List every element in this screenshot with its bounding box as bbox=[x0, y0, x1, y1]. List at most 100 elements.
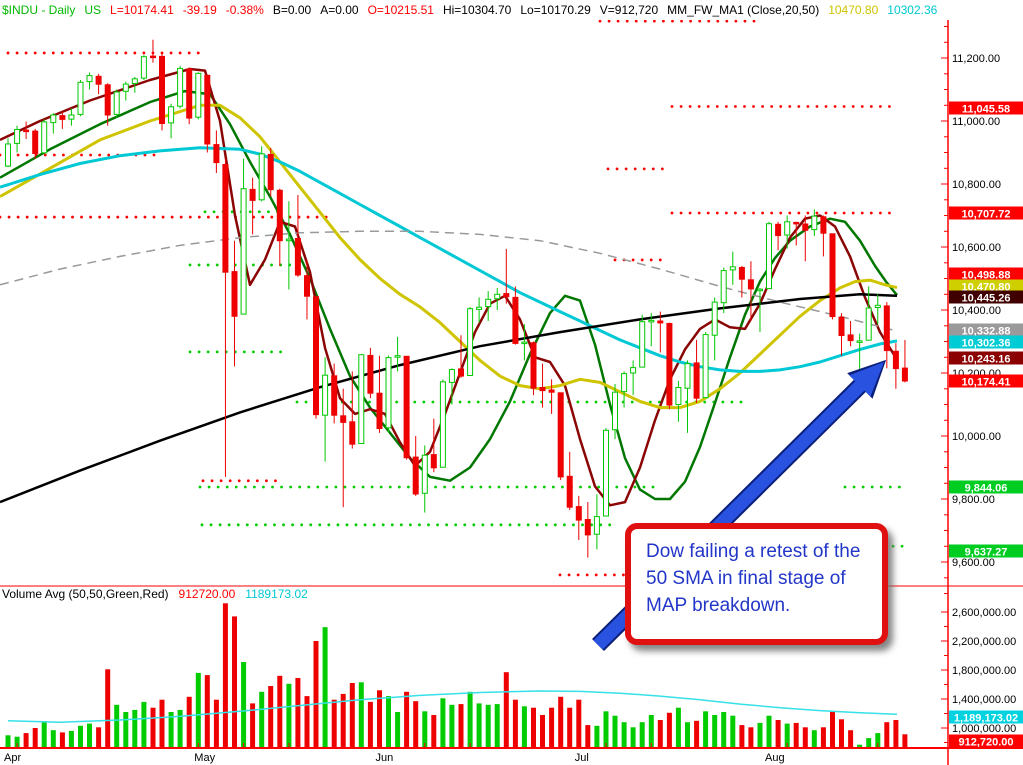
volume-bar bbox=[494, 704, 500, 747]
dotted-level-marker bbox=[273, 523, 276, 527]
dotted-level-marker bbox=[824, 211, 828, 215]
candle-body bbox=[376, 392, 383, 430]
candle-body bbox=[313, 296, 319, 416]
price-axis-tick-label: 9,800.00 bbox=[952, 494, 995, 506]
dotted-level-marker bbox=[607, 20, 611, 23]
dotted-level-marker bbox=[513, 400, 516, 404]
candle-body bbox=[593, 516, 600, 535]
badge-bg bbox=[949, 480, 1023, 494]
dotted-level-marker bbox=[245, 523, 249, 527]
candle-body bbox=[86, 75, 93, 83]
dotted-level-marker bbox=[454, 523, 458, 527]
dotted-level-marker bbox=[225, 485, 229, 489]
dotted-level-marker bbox=[243, 485, 247, 489]
month-label: May bbox=[194, 752, 215, 764]
volume-bar bbox=[431, 715, 437, 747]
dotted-level-marker bbox=[261, 350, 264, 354]
volume-bar bbox=[277, 675, 283, 747]
badge-bg bbox=[949, 351, 1023, 365]
volume-bar bbox=[857, 744, 863, 747]
dotted-level-marker bbox=[354, 523, 358, 527]
badge-value: 10,302.36 bbox=[962, 338, 1011, 350]
dotted-level-marker bbox=[381, 523, 385, 527]
dotted-level-marker bbox=[279, 350, 282, 354]
ma-line bbox=[0, 146, 898, 373]
dotted-level-marker bbox=[624, 167, 628, 171]
candle-body bbox=[847, 334, 854, 342]
volume-axis-tick-label: 1,400,000.00 bbox=[952, 694, 1016, 706]
candle-body bbox=[331, 375, 338, 416]
dotted-level-marker bbox=[788, 105, 792, 108]
candle-body bbox=[639, 321, 646, 368]
dotted-level-marker bbox=[470, 485, 474, 489]
dotted-level-marker bbox=[806, 211, 810, 215]
dotted-level-marker bbox=[406, 485, 410, 489]
dotted-level-marker bbox=[697, 105, 701, 108]
annotation-line: Dow failing a retest of the bbox=[646, 541, 861, 562]
volume-bar bbox=[286, 683, 292, 747]
dotted-level-marker bbox=[254, 523, 258, 527]
candle-body bbox=[204, 74, 211, 145]
annotation-note-box[interactable]: Dow failing a retest of the 50 SMA in fi… bbox=[625, 523, 888, 645]
axis-price-badge: 10,498.88 bbox=[949, 267, 1023, 282]
dotted-level-marker bbox=[688, 105, 692, 108]
dotted-level-marker bbox=[16, 153, 20, 157]
dotted-level-marker bbox=[116, 215, 120, 219]
volume-bar bbox=[232, 616, 237, 747]
dotted-level-marker bbox=[852, 485, 856, 489]
dotted-level-marker bbox=[888, 485, 892, 489]
dotted-level-marker bbox=[106, 51, 110, 55]
volume-bar bbox=[639, 722, 645, 747]
candle-body bbox=[684, 363, 691, 389]
dotted-level-marker bbox=[533, 485, 537, 489]
dotted-level-marker bbox=[327, 523, 331, 527]
dotted-level-marker bbox=[551, 485, 555, 489]
dotted-level-marker bbox=[379, 485, 383, 489]
dotted-level-marker bbox=[309, 523, 313, 527]
dotted-level-marker bbox=[227, 523, 231, 527]
dotted-level-marker bbox=[62, 153, 65, 157]
volume-avg-line bbox=[7, 690, 898, 723]
volume-bar bbox=[512, 699, 518, 747]
dotted-level-marker bbox=[752, 20, 756, 23]
dotted-level-marker bbox=[152, 153, 156, 157]
candle-body bbox=[195, 72, 202, 118]
dotted-level-marker bbox=[761, 211, 764, 215]
dotted-level-marker bbox=[89, 215, 92, 219]
header-segment: L=10174.41 bbox=[110, 3, 174, 17]
dotted-level-marker bbox=[143, 215, 147, 219]
axis-price-badge: 9,844.06 bbox=[949, 480, 1023, 495]
dotted-level-marker bbox=[535, 523, 539, 527]
dotted-level-marker bbox=[488, 485, 492, 489]
candle-body bbox=[349, 421, 356, 445]
axis-price-badge: 10,243.16 bbox=[949, 351, 1023, 366]
dotted-level-marker bbox=[725, 20, 729, 23]
dotted-level-marker bbox=[613, 258, 617, 262]
dotted-level-marker bbox=[336, 523, 340, 527]
candle-body bbox=[113, 91, 120, 115]
dotted-level-marker bbox=[716, 20, 720, 23]
volume-bar bbox=[739, 725, 745, 747]
volume-bar bbox=[657, 720, 663, 747]
dotted-level-marker bbox=[888, 211, 891, 215]
dotted-level-marker bbox=[363, 523, 367, 527]
volume-bar bbox=[567, 707, 573, 747]
dotted-level-marker bbox=[196, 51, 200, 55]
dotted-level-marker bbox=[634, 20, 638, 23]
volume-bar bbox=[23, 733, 29, 747]
volume-bar bbox=[884, 722, 890, 747]
volume-bar bbox=[721, 712, 727, 747]
dotted-level-marker bbox=[660, 167, 664, 171]
dotted-level-marker bbox=[558, 573, 562, 577]
candle-body bbox=[240, 188, 247, 315]
price-axis-tick-label: 10,800.00 bbox=[952, 179, 1001, 191]
candle-body bbox=[150, 55, 156, 59]
dotted-level-marker bbox=[631, 258, 635, 262]
dotted-level-marker bbox=[603, 400, 607, 404]
price-axis-tick-label: 10,600.00 bbox=[952, 242, 1001, 254]
dotted-level-marker bbox=[563, 523, 566, 527]
month-label: Jul bbox=[575, 752, 589, 764]
volume-bar bbox=[295, 678, 301, 747]
dotted-level-marker bbox=[388, 485, 392, 489]
